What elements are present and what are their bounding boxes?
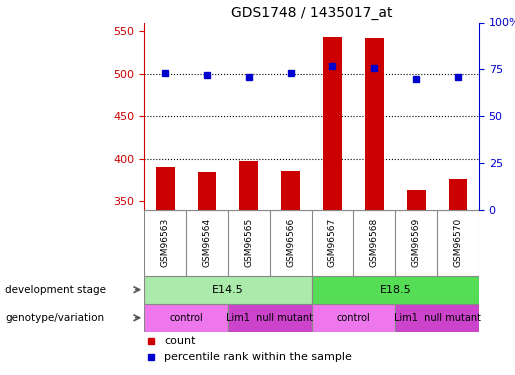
Text: GSM96566: GSM96566 [286,218,295,267]
Text: GSM96568: GSM96568 [370,218,379,267]
Bar [407,190,425,210]
Text: GSM96565: GSM96565 [244,218,253,267]
Text: GSM96570: GSM96570 [454,218,462,267]
Bar [144,276,312,304]
Text: Lim1  null mutant: Lim1 null mutant [226,313,313,323]
Text: GSM96569: GSM96569 [411,218,421,267]
Bar [198,172,216,210]
Bar [312,304,396,332]
Text: genotype/variation: genotype/variation [5,313,104,323]
Text: E18.5: E18.5 [380,285,411,295]
Bar [312,276,479,304]
Text: development stage: development stage [5,285,106,295]
Bar [365,38,384,210]
Bar [396,304,479,332]
Bar [449,179,468,210]
Text: control: control [336,313,370,323]
Bar [281,171,300,210]
Bar [239,161,258,210]
Bar [144,304,228,332]
Bar [323,37,342,210]
Text: E14.5: E14.5 [212,285,244,295]
Title: GDS1748 / 1435017_at: GDS1748 / 1435017_at [231,6,392,20]
Text: GSM96563: GSM96563 [161,218,169,267]
Text: count: count [164,336,196,346]
Text: control: control [169,313,203,323]
Text: GSM96567: GSM96567 [328,218,337,267]
Bar [156,167,175,210]
Text: GSM96564: GSM96564 [202,218,212,267]
Bar [228,304,312,332]
Text: Lim1  null mutant: Lim1 null mutant [393,313,480,323]
Text: percentile rank within the sample: percentile rank within the sample [164,352,352,362]
